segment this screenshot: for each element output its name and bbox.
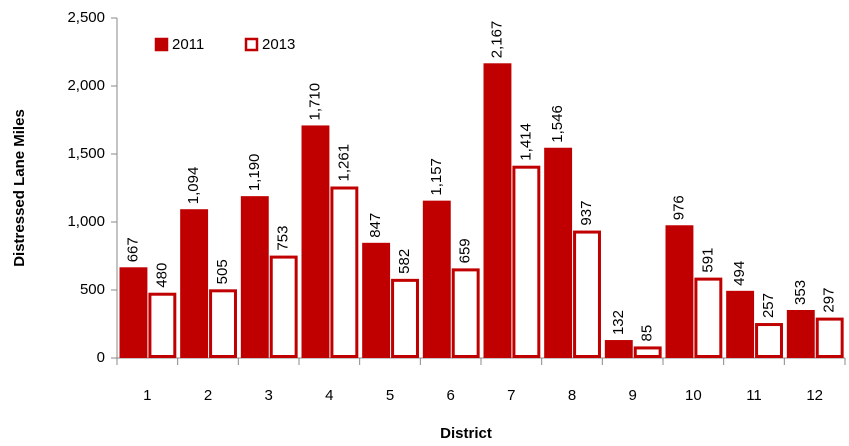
x-tick-label: 2 <box>204 387 212 404</box>
bar <box>209 289 237 359</box>
x-tick-label: 10 <box>685 387 702 404</box>
data-label: 132 <box>610 310 627 335</box>
data-label: 582 <box>396 249 413 274</box>
bar <box>786 309 815 359</box>
x-tick-label: 3 <box>264 387 272 404</box>
bar <box>633 346 662 359</box>
data-label: 1,157 <box>428 158 445 196</box>
x-tick-label: 11 <box>746 387 762 404</box>
data-label: 1,710 <box>306 83 323 121</box>
bar <box>362 242 391 358</box>
y-tick-label: 2,500 <box>67 9 105 26</box>
y-tick-label: 2,000 <box>67 77 105 94</box>
bar <box>726 290 755 359</box>
data-label: 1,261 <box>335 144 352 182</box>
data-label: 2,167 <box>488 21 505 59</box>
bar <box>694 277 723 358</box>
x-tick-label: 1 <box>143 387 151 404</box>
bar <box>391 278 419 358</box>
data-label: 1,546 <box>549 105 566 143</box>
bar <box>665 225 694 358</box>
bar <box>544 147 573 358</box>
data-label: 1,094 <box>185 167 202 205</box>
data-label: 297 <box>821 288 838 313</box>
y-axis-title: Distressed Lane Miles <box>11 109 28 267</box>
data-label: 85 <box>639 325 656 342</box>
bar <box>512 165 541 358</box>
x-tick-label: 12 <box>806 387 823 404</box>
bar <box>573 230 601 358</box>
data-label: 257 <box>760 293 777 318</box>
bar <box>451 268 480 359</box>
data-label: 659 <box>457 238 474 263</box>
x-tick-label: 5 <box>386 387 394 404</box>
legend-label: 2011 <box>172 36 204 53</box>
x-axis-title: District <box>440 425 492 442</box>
legend-swatch <box>244 37 259 52</box>
bar <box>422 200 451 358</box>
legend-swatch <box>154 37 169 52</box>
data-label: 480 <box>153 263 170 288</box>
bar <box>483 63 512 359</box>
data-label: 976 <box>670 195 687 220</box>
bar <box>180 209 209 358</box>
data-label: 353 <box>792 280 809 305</box>
x-tick-label: 4 <box>325 387 333 404</box>
data-label: 591 <box>699 248 716 273</box>
bar <box>815 317 844 358</box>
data-label: 1,190 <box>246 154 263 192</box>
data-label: 494 <box>731 261 748 286</box>
bar <box>330 186 359 358</box>
y-tick-label: 500 <box>80 281 105 298</box>
y-tick-label: 1,000 <box>67 213 105 230</box>
bar <box>240 196 269 358</box>
y-tick-label: 1,500 <box>67 145 105 162</box>
bar <box>269 255 298 359</box>
x-tick-label: 8 <box>568 387 576 404</box>
bar <box>755 323 783 359</box>
y-tick-label: 0 <box>97 349 105 366</box>
bar <box>301 125 330 358</box>
data-label: 505 <box>214 259 231 284</box>
data-label: 847 <box>367 213 384 238</box>
data-label: 1,414 <box>517 123 534 161</box>
data-label: 667 <box>124 237 141 262</box>
x-tick-label: 6 <box>446 387 454 404</box>
data-label: 937 <box>578 201 595 226</box>
bar <box>148 292 177 358</box>
x-tick-label: 9 <box>628 387 636 404</box>
bar <box>604 340 633 359</box>
bar <box>119 267 148 358</box>
x-tick-label: 7 <box>507 387 515 404</box>
legend-label: 2013 <box>262 36 295 53</box>
data-label: 753 <box>275 226 292 251</box>
